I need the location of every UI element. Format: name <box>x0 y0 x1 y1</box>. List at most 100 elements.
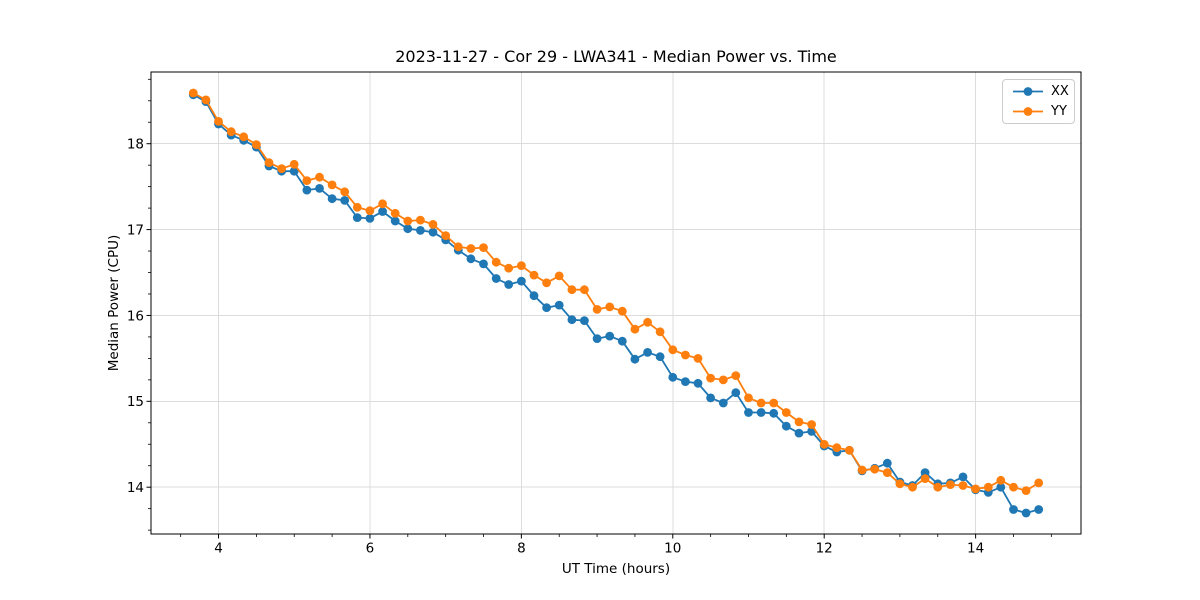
data-marker-xx <box>769 408 779 418</box>
data-marker-xx <box>504 280 514 289</box>
data-marker-xx <box>378 207 387 216</box>
data-marker-yy <box>781 408 791 417</box>
data-marker-xx <box>1009 505 1018 514</box>
data-marker-yy <box>668 345 678 355</box>
data-marker-xx <box>630 354 640 364</box>
data-marker-xx <box>403 224 413 234</box>
y-tick-label: 14 <box>127 480 144 496</box>
data-marker-yy <box>744 393 753 403</box>
data-marker-yy <box>517 261 526 270</box>
data-marker-yy <box>327 180 337 190</box>
data-marker-xx <box>554 300 564 310</box>
x-tick-label: 4 <box>214 541 223 557</box>
data-marker-yy <box>983 482 993 492</box>
data-marker-xx <box>289 166 299 176</box>
y-tick-label: 17 <box>127 222 144 238</box>
y-tick-label: 16 <box>127 308 144 324</box>
data-marker-yy <box>378 199 387 209</box>
data-marker-yy <box>819 439 829 449</box>
data-marker-xx <box>693 378 703 388</box>
data-marker-yy <box>933 482 943 492</box>
data-marker-yy <box>441 231 451 241</box>
data-marker-yy <box>807 420 816 429</box>
data-marker-yy <box>252 140 261 150</box>
data-marker-yy <box>958 481 968 490</box>
data-marker-xx <box>529 291 539 301</box>
x-tick-label: 10 <box>664 541 681 557</box>
data-marker-xx <box>882 458 892 468</box>
y-tick-label: 18 <box>127 137 144 153</box>
data-marker-yy <box>504 263 514 273</box>
data-marker-yy <box>201 95 211 105</box>
data-marker-yy <box>554 271 564 281</box>
legend: XX YY <box>1002 79 1075 124</box>
x-tick-label: 14 <box>967 541 984 557</box>
data-marker-xx <box>731 388 741 398</box>
data-marker-yy <box>857 465 867 475</box>
data-marker-xx <box>517 276 526 286</box>
data-marker-yy <box>567 285 577 295</box>
data-marker-yy <box>870 464 880 474</box>
data-marker-yy <box>756 398 766 408</box>
data-marker-yy <box>832 443 842 453</box>
data-marker-xx <box>592 334 602 343</box>
data-marker-yy <box>352 202 362 212</box>
data-marker-yy <box>491 257 501 267</box>
data-marker-xx <box>996 482 1006 492</box>
data-marker-yy <box>605 302 615 312</box>
y-tick-label: 15 <box>127 394 144 410</box>
plot-border <box>150 71 1082 535</box>
data-marker-yy <box>479 243 488 253</box>
data-marker-yy <box>1034 478 1044 488</box>
data-marker-yy <box>845 445 854 455</box>
data-marker-yy <box>453 242 463 252</box>
data-marker-yy <box>731 371 741 380</box>
data-marker-xx <box>605 331 615 341</box>
data-marker-yy <box>580 285 589 295</box>
data-marker-yy <box>1009 482 1018 492</box>
data-marker-xx <box>302 185 312 195</box>
x-tick-label: 6 <box>366 541 375 557</box>
data-marker-yy <box>718 375 728 385</box>
data-marker-yy <box>769 398 779 408</box>
data-marker-yy <box>617 306 627 316</box>
data-marker-xx <box>756 408 766 417</box>
data-marker-yy <box>895 479 905 489</box>
data-marker-xx <box>567 315 577 325</box>
legend-label-yy: YY <box>1051 103 1067 119</box>
series-line-xx <box>192 93 1040 514</box>
data-marker-yy <box>390 208 400 218</box>
data-marker-xx <box>416 226 425 235</box>
series-line-yy <box>192 92 1040 492</box>
legend-label-xx: XX <box>1051 84 1069 100</box>
data-marker-xx <box>706 393 715 403</box>
data-marker-yy <box>264 158 274 168</box>
data-marker-yy <box>315 172 324 182</box>
data-marker-xx <box>643 348 652 357</box>
x-tick-label: 8 <box>517 541 526 557</box>
data-marker-yy <box>302 176 312 186</box>
legend-line-marker-icon <box>1013 87 1043 97</box>
data-marker-yy <box>416 215 425 225</box>
data-marker-xx <box>681 377 690 386</box>
data-marker-yy <box>946 480 955 489</box>
data-marker-xx <box>365 214 375 223</box>
x-axis-label: UT Time (hours) <box>561 561 671 577</box>
data-marker-yy <box>466 244 476 253</box>
data-marker-yy <box>214 117 223 126</box>
data-marker-yy <box>1021 486 1031 495</box>
data-marker-yy <box>428 220 438 229</box>
data-marker-yy <box>971 484 980 494</box>
data-marker-yy <box>226 127 236 137</box>
data-marker-yy <box>794 417 804 427</box>
data-marker-xx <box>1034 505 1044 514</box>
data-marker-xx <box>1021 508 1031 518</box>
data-marker-yy <box>188 88 198 98</box>
data-marker-xx <box>542 303 551 313</box>
data-marker-xx <box>428 227 438 237</box>
data-marker-yy <box>882 468 892 477</box>
data-marker-xx <box>958 472 968 482</box>
data-marker-yy <box>908 482 917 492</box>
